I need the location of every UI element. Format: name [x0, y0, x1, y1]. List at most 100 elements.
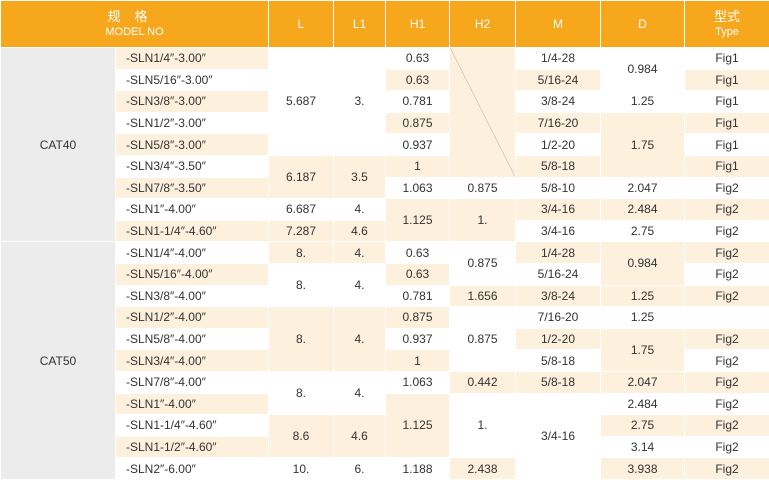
l1-cell: 4. — [334, 199, 386, 221]
model-cell: -SLN1″-4.00″ — [116, 393, 269, 415]
type-cell: Fig2 — [685, 436, 769, 458]
model-cell: -SLN1/4″-4.00″ — [116, 242, 269, 264]
d-cell: 2.75 — [601, 220, 685, 242]
table-row: -SLN2″-6.00″ 10. 6. 1.188 2.438 3.938 Fi… — [1, 458, 769, 480]
m-cell: 7/16-20 — [516, 112, 601, 134]
model-cell: -SLN1/2″-4.00″ — [116, 307, 269, 329]
model-cell: -SLN5/8″-3.00″ — [116, 134, 269, 156]
table-row: -SLN3/8″-3.00″ 0.781 3/8-24 1.25 Fig1 — [1, 91, 769, 113]
l1-cell: 3.5 — [334, 155, 386, 198]
table-row: -SLN5/8″-4.00″ 0.937 1/2-20 1.75 Fig2 — [1, 328, 769, 350]
h1-cell: 1.188 — [386, 458, 450, 480]
l-cell: 6.687 — [269, 199, 334, 221]
h1-cell: 0.63 — [386, 69, 450, 91]
l1-cell: 6. — [334, 458, 386, 480]
type-cell: Fig2 — [685, 242, 769, 264]
table-body: CAT40 -SLN1/4″-3.00″ 5.687 3. 0.63 1/4-2… — [1, 48, 769, 480]
l-cell: 8. — [269, 263, 334, 306]
l1-cell: 4. — [334, 242, 386, 264]
h2-cell: 2.438 — [450, 458, 516, 480]
h2-cell: 0.875 — [450, 242, 516, 285]
h1-cell: 1.125 — [386, 393, 450, 458]
group-label-cat50: CAT50 — [1, 242, 116, 480]
m-cell: 5/8-18 — [516, 155, 601, 177]
model-cell: -SLN5/16″-4.00″ — [116, 263, 269, 285]
model-cell: -SLN1″-4.00″ — [116, 199, 269, 221]
m-cell: 7/16-20 — [516, 307, 601, 329]
h1-cell: 0.937 — [386, 328, 450, 350]
h2-cell: 1. — [450, 199, 516, 242]
h1-cell: 0.63 — [386, 263, 450, 285]
table-row: -SLN1-1/4″-4.60″ 8.6 4.6 2.75 Fig2 — [1, 415, 769, 437]
table-row: -SLN1/2″-4.00″ 8. 4. 0.875 0.875 7/16-20… — [1, 307, 769, 329]
d-cell: 0.984 — [601, 48, 685, 91]
model-cell: -SLN5/8″-4.00″ — [116, 328, 269, 350]
header-model-en: MODEL NO — [1, 25, 268, 40]
type-cell: Fig2 — [685, 393, 769, 415]
h2-cell: 0.442 — [450, 371, 516, 393]
l1-cell: 3. — [334, 48, 386, 156]
type-cell: Fig2 — [685, 415, 769, 437]
type-cell: Fig1 — [685, 134, 769, 156]
d-cell: 1.25 — [601, 91, 685, 113]
d-cell: 2.047 — [601, 371, 685, 393]
m-cell: 5/8-10 — [516, 177, 601, 199]
model-cell: -SLN3/8″-3.00″ — [116, 91, 269, 113]
h1-cell: 1.063 — [386, 177, 450, 199]
table-header: 规格 MODEL NO L L1 H1 H2 M D 型式 Type — [1, 1, 769, 48]
model-cell: -SLN3/8″-4.00″ — [116, 285, 269, 307]
h1-cell: 1.125 — [386, 199, 450, 242]
d-cell: 1.25 — [601, 307, 685, 329]
l1-cell: 4. — [334, 263, 386, 306]
h1-cell: 1 — [386, 350, 450, 372]
l1-cell: 4.6 — [334, 220, 386, 242]
type-cell: Fig2 — [685, 285, 769, 307]
header-m: M — [516, 1, 601, 48]
type-cell — [685, 307, 769, 329]
table-row: CAT50 -SLN1/4″-4.00″ 8. 4. 0.63 0.875 1/… — [1, 242, 769, 264]
type-cell: Fig1 — [685, 155, 769, 177]
h1-cell: 0.875 — [386, 112, 450, 134]
l-cell: 10. — [269, 458, 334, 480]
l1-cell: 4. — [334, 307, 386, 372]
d-cell: 0.984 — [601, 242, 685, 285]
header-l1: L1 — [334, 1, 386, 48]
model-cell: -SLN7/8″-3.50″ — [116, 177, 269, 199]
table-row: -SLN1″-4.00″ 1.125 1. 3/4-16 2.484 Fig2 — [1, 393, 769, 415]
header-h2: H2 — [450, 1, 516, 48]
h1-cell: 0.781 — [386, 91, 450, 113]
l1-cell: 4. — [334, 371, 386, 414]
h2-cell: 1. — [450, 393, 516, 458]
table-row: -SLN1/2″-3.00″ 0.875 7/16-20 1.75 Fig1 — [1, 112, 769, 134]
table-row: -SLN7/8″-4.00″ 8. 4. 1.063 0.442 5/8-18 … — [1, 371, 769, 393]
h1-cell: 0.781 — [386, 285, 450, 307]
header-model-zh: 规格 — [1, 9, 268, 25]
l1-cell: 4.6 — [334, 415, 386, 458]
m-cell: 3/8-24 — [516, 285, 601, 307]
h1-cell: 0.875 — [386, 307, 450, 329]
header-h1: H1 — [386, 1, 450, 48]
model-cell: -SLN3/4″-4.00″ — [116, 350, 269, 372]
type-cell: Fig2 — [685, 263, 769, 285]
table-row: -SLN3/8″-4.00″ 0.781 1.656 3/8-24 1.25 F… — [1, 285, 769, 307]
header-type: 型式 Type — [685, 1, 769, 48]
l-cell: 8. — [269, 242, 334, 264]
type-cell: Fig2 — [685, 350, 769, 372]
model-cell: -SLN1-1/4″-4.60″ — [116, 220, 269, 242]
d-cell: 2.047 — [601, 177, 685, 199]
header-l: L — [269, 1, 334, 48]
type-cell: Fig2 — [685, 220, 769, 242]
model-cell: -SLN5/16″-3.00″ — [116, 69, 269, 91]
d-cell: 2.484 — [601, 393, 685, 415]
d-cell: 1.25 — [601, 285, 685, 307]
model-cell: -SLN1/2″-3.00″ — [116, 112, 269, 134]
model-cell: -SLN7/8″-4.00″ — [116, 371, 269, 393]
d-cell: 2.75 — [601, 415, 685, 437]
m-cell: 3/8-24 — [516, 91, 601, 113]
m-cell: 1/4-28 — [516, 48, 601, 70]
d-cell: 1.75 — [601, 328, 685, 371]
d-cell: 1.75 — [601, 112, 685, 177]
m-cell: 1/2-20 — [516, 328, 601, 350]
model-cell: -SLN3/4″-3.50″ — [116, 155, 269, 177]
type-cell: Fig2 — [685, 458, 769, 480]
